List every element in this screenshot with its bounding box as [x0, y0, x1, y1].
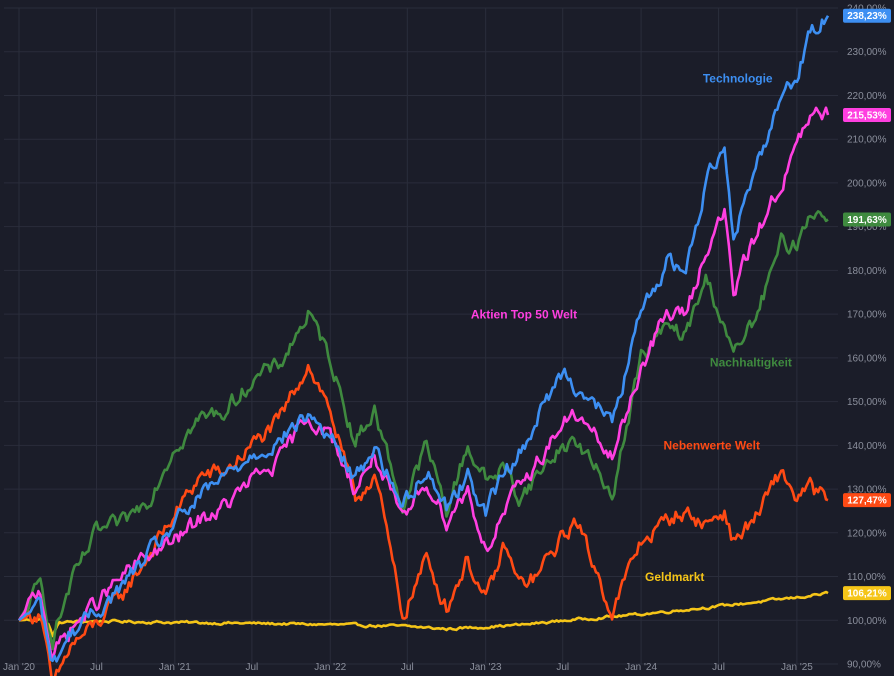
y-tick-label: 210,00%: [847, 135, 887, 146]
y-tick-label: 230,00%: [847, 47, 887, 58]
x-axis: Jan '20 Jul Jan '21 Jul Jan '22 Jul Jan '23 Jul…: [3, 662, 813, 673]
x-tick-label: Jul: [712, 662, 725, 673]
x-tick-label: Jan '25: [781, 662, 813, 673]
badge-label: 191,63%: [847, 215, 887, 226]
x-tick-label: Jul: [246, 662, 259, 673]
badge-box: [843, 493, 891, 508]
last-value-badge: 127,47%: [843, 493, 891, 508]
y-tick-label: 220,00%: [847, 91, 887, 102]
x-tick-label: Jul: [401, 662, 414, 673]
x-tick-label: Jan '24: [625, 662, 657, 673]
x-tick-label: Jul: [556, 662, 569, 673]
y-tick-label: 170,00%: [847, 310, 887, 321]
last-value-badge: 191,63%: [843, 212, 891, 227]
badge-label: 127,47%: [847, 496, 887, 507]
series-annotation: Geldmarkt: [645, 570, 704, 584]
badge-box: [843, 586, 891, 601]
series-line-geldmarkt: [18, 590, 829, 638]
series-annotation: Nebenwerte Welt: [664, 439, 760, 453]
y-tick-label: 140,00%: [847, 441, 887, 452]
badge-label: 215,53%: [847, 111, 887, 122]
last-value-badge: 215,53%: [843, 108, 891, 123]
series-lines: [17, 15, 830, 676]
y-tick-label: 200,00%: [847, 178, 887, 189]
badge-box: [843, 108, 891, 123]
y-tick-label: 160,00%: [847, 353, 887, 364]
y-tick-label: 100,00%: [847, 616, 887, 627]
y-tick-label: 130,00%: [847, 485, 887, 496]
x-tick-label: Jan '23: [470, 662, 502, 673]
y-tick-label: 180,00%: [847, 266, 887, 277]
badge-label: 238,23%: [847, 11, 887, 22]
x-tick-label: Jan '21: [159, 662, 191, 673]
series-line-technologie: [18, 15, 830, 663]
x-tick-label: Jan '22: [314, 662, 346, 673]
y-tick-label: 90,00%: [847, 660, 881, 671]
last-value-badges: 106,21% 127,47% 191,63% 215,53% 238,23%: [843, 8, 891, 601]
badge-label: 106,21%: [847, 589, 887, 600]
grid: [4, 7, 838, 665]
series-annotation: Technologie: [703, 71, 773, 85]
badge-box: [843, 212, 891, 227]
series-line-nachhaltigkeit: [17, 210, 829, 651]
y-tick-label: 110,00%: [847, 572, 886, 583]
series-annotations: Technologie Aktien Top 50 Welt Nachhaltigk…: [471, 71, 792, 584]
y-tick-label: 150,00%: [847, 397, 887, 408]
x-tick-label: Jan '20: [3, 662, 35, 673]
series-annotation: Nachhaltigkeit: [710, 356, 792, 370]
badge-box: [843, 8, 891, 23]
last-value-badge: 238,23%: [843, 8, 891, 23]
series-line-aktien-top-50-welt: [17, 106, 830, 662]
series-annotation: Aktien Top 50 Welt: [471, 308, 577, 322]
x-tick-label: Jul: [90, 662, 103, 673]
last-value-badge: 106,21%: [843, 586, 891, 601]
y-tick-label: 120,00%: [847, 528, 887, 539]
y-tick-label: 190,00%: [847, 222, 887, 233]
